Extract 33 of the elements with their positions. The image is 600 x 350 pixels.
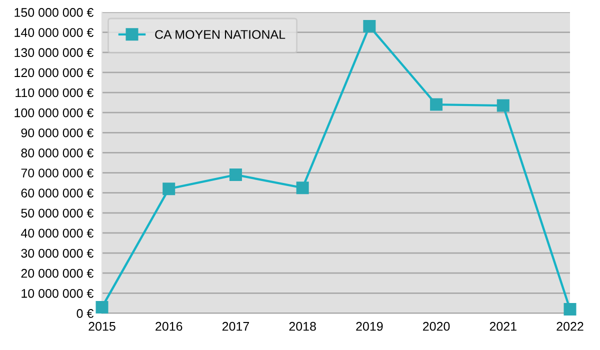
x-tick-label: 2016 xyxy=(156,322,182,331)
x-tick-label: 2021 xyxy=(490,322,516,331)
point xyxy=(363,20,376,33)
y-tick-label: 30 000 000 € xyxy=(21,248,94,258)
y-tick-label: 100 000 000 € xyxy=(14,108,94,118)
point xyxy=(96,300,108,314)
y-tick-label: 150 000 000 € xyxy=(14,8,94,17)
y-tick-label: 80 000 000 € xyxy=(21,148,94,158)
point xyxy=(296,182,309,194)
y-tick-label: 50 000 000 € xyxy=(21,208,94,218)
x-tick-label: 2018 xyxy=(289,322,316,331)
y-tick-label: 70 000 000 € xyxy=(21,168,94,178)
y-tick-label: 120 000 000 € xyxy=(14,68,94,78)
point xyxy=(162,182,176,196)
x-tick-label: 2022 xyxy=(556,322,584,331)
y-tick-label: 140 000 000 € xyxy=(14,28,94,37)
y-tick-label: 10 000 000 € xyxy=(22,288,94,298)
y-tick-label: 0 € xyxy=(76,309,94,318)
y-tick-label: 60 000 000 € xyxy=(21,188,94,198)
y-tick-label: 20 000 000 € xyxy=(21,268,94,278)
legend-label: CA MOYEN NATIONAL xyxy=(155,30,286,39)
x-tick-label: 2015 xyxy=(88,322,116,331)
x-tick-label: 2020 xyxy=(423,322,450,331)
point xyxy=(496,99,510,112)
y-tick-label: 40 000 000 € xyxy=(20,228,94,238)
point xyxy=(229,168,242,182)
y-tick-label: 90 000 000 € xyxy=(21,128,94,138)
x-tick-label: 2017 xyxy=(222,322,249,331)
y-tick-label: 110 000 000 € xyxy=(16,88,94,98)
y-tick-label: 130 000 000 € xyxy=(14,48,94,58)
point xyxy=(564,302,576,316)
x-tick-label: 2019 xyxy=(356,322,383,331)
point xyxy=(430,98,443,111)
